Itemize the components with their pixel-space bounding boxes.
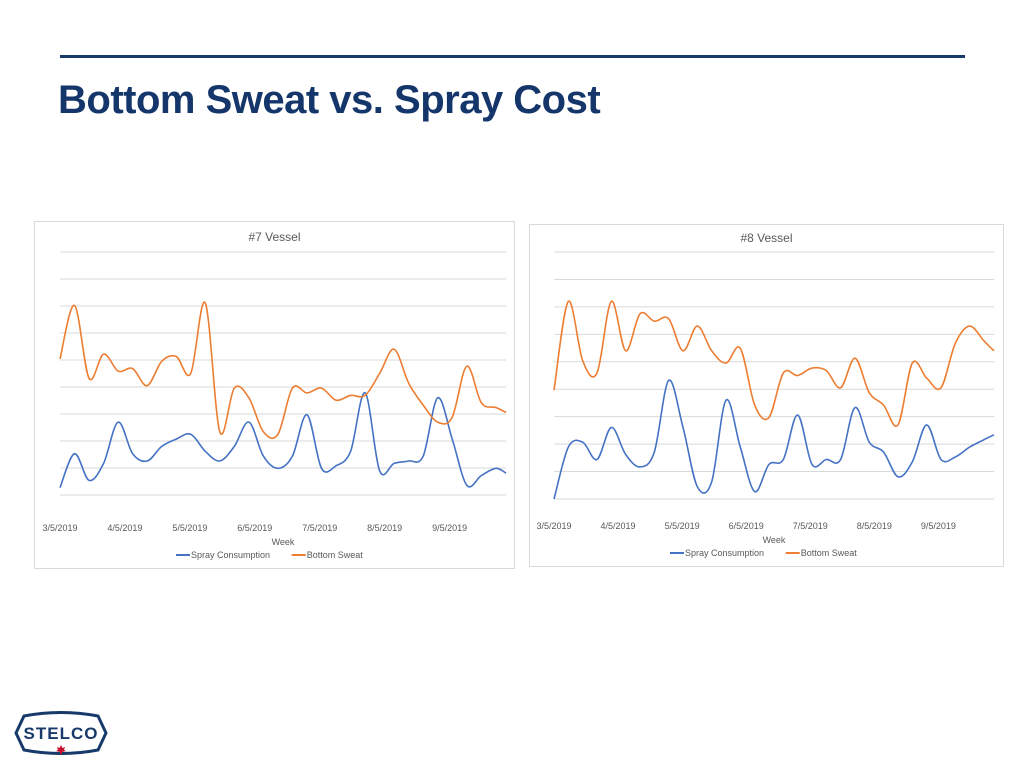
legend-label: Bottom Sweat <box>307 550 364 560</box>
x-axis-label: Week <box>763 535 786 545</box>
maple-leaf-icon <box>56 745 66 754</box>
x-tick-label: 7/5/2019 <box>793 521 828 531</box>
x-tick-label: 9/5/2019 <box>432 523 467 533</box>
chart-vessel-7: #7 Vessel 3/5/2019 4/5/2019 5/5/2019 6/5/201… <box>34 221 515 569</box>
x-tick-label: 5/5/2019 <box>172 523 207 533</box>
x-tick-label: 9/5/2019 <box>921 521 956 531</box>
series-line-bottom-sweat <box>59 301 507 440</box>
x-tick-label: 6/5/2019 <box>729 521 764 531</box>
logo-text: STELCO <box>24 724 99 743</box>
x-tick-label: 7/5/2019 <box>302 523 337 533</box>
legend-label: Spray Consumption <box>191 550 270 560</box>
chart-title: #7 Vessel <box>248 230 300 244</box>
series-line-spray-consumption <box>59 392 507 489</box>
chart-vessel-8: #8 Vessel 3/5/2019 4/5/2019 5/5/2019 6/5/201… <box>529 224 1004 567</box>
series-line-bottom-sweat <box>553 300 995 428</box>
legend-label: Bottom Sweat <box>801 548 858 558</box>
x-tick-label: 8/5/2019 <box>857 521 892 531</box>
legend-label: Spray Consumption <box>685 548 764 558</box>
x-tick-label: 5/5/2019 <box>665 521 700 531</box>
chart-svg: #8 Vessel 3/5/2019 4/5/2019 5/5/2019 6/5/201… <box>536 231 995 558</box>
x-tick-label: 6/5/2019 <box>237 523 272 533</box>
page-title: Bottom Sweat vs. Spray Cost <box>58 78 601 122</box>
series-line-spray-consumption <box>553 379 995 500</box>
x-tick-label: 3/5/2019 <box>536 521 571 531</box>
x-tick-label: 4/5/2019 <box>107 523 142 533</box>
chart-title: #8 Vessel <box>740 231 792 245</box>
x-axis-label: Week <box>272 537 295 547</box>
stelco-logo: STELCO <box>14 711 108 755</box>
logo-badge-outline <box>14 711 108 755</box>
chart-svg: #7 Vessel 3/5/2019 4/5/2019 5/5/2019 6/5/201… <box>42 230 507 560</box>
x-tick-label: 4/5/2019 <box>601 521 636 531</box>
x-tick-label: 8/5/2019 <box>367 523 402 533</box>
x-tick-label: 3/5/2019 <box>42 523 77 533</box>
title-rule <box>60 55 965 58</box>
